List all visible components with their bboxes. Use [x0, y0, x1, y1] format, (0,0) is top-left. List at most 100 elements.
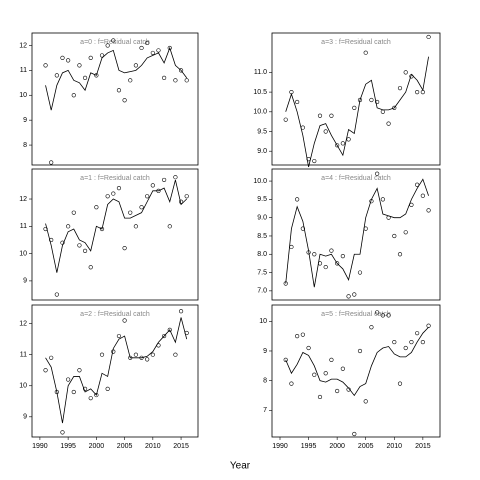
- data-point: [54, 73, 59, 78]
- data-point: [397, 86, 403, 91]
- y-tick-label: 10: [19, 250, 27, 257]
- data-point: [415, 331, 420, 336]
- data-point: [317, 394, 323, 400]
- y-tick-label: 10: [19, 92, 27, 99]
- panel: [271, 304, 441, 438]
- data-point: [150, 352, 155, 357]
- y-tick-label: 11: [20, 352, 27, 359]
- data-point: [116, 186, 122, 191]
- data-point: [312, 158, 317, 164]
- y-tick-label: 9: [23, 278, 27, 285]
- data-point: [88, 55, 93, 61]
- y-tick-label: 12: [19, 196, 27, 203]
- data-point: [340, 366, 345, 371]
- data-point: [88, 265, 93, 270]
- data-point: [340, 141, 345, 146]
- data-point: [289, 381, 294, 386]
- data-point: [178, 68, 184, 73]
- data-point: [111, 38, 116, 43]
- data-point: [409, 339, 414, 345]
- x-tick-label: 1990: [272, 443, 288, 450]
- fit-line: [285, 326, 429, 397]
- data-point: [357, 348, 363, 354]
- data-point: [380, 313, 385, 318]
- data-point: [295, 99, 300, 105]
- data-point: [335, 261, 340, 266]
- data-point: [375, 310, 380, 315]
- data-point: [162, 177, 167, 183]
- data-point: [133, 63, 138, 68]
- y-tick-label: 7: [263, 407, 267, 414]
- panel: [271, 168, 441, 301]
- y-tick-label: 9: [263, 348, 267, 355]
- panel: [271, 32, 441, 166]
- data-point: [71, 389, 76, 395]
- data-point: [94, 205, 99, 210]
- data-point: [116, 88, 122, 93]
- y-tick-label: 9.5: [257, 128, 267, 135]
- data-point: [340, 253, 345, 259]
- data-point: [145, 40, 150, 46]
- data-point: [317, 113, 323, 118]
- data-point: [392, 105, 397, 110]
- y-tick-label: 10.0: [253, 178, 267, 185]
- x-tick-label: 1995: [301, 443, 317, 450]
- data-point: [122, 246, 127, 251]
- y-tick-label: 10.0: [253, 109, 267, 116]
- y-tick-label: 9.5: [257, 196, 267, 203]
- data-point: [300, 332, 305, 337]
- y-tick-label: 11: [20, 223, 27, 230]
- fit-line: [285, 178, 429, 288]
- data-point: [346, 294, 351, 299]
- data-point: [167, 224, 172, 229]
- x-tick-label: 2000: [329, 443, 345, 450]
- data-point: [415, 90, 420, 95]
- data-point: [71, 210, 76, 215]
- data-point: [82, 386, 88, 391]
- data-point: [386, 313, 391, 318]
- data-point: [139, 45, 144, 51]
- data-point: [397, 381, 403, 386]
- x-axis-label: Year: [230, 461, 251, 472]
- data-point: [352, 292, 357, 297]
- data-point: [380, 197, 385, 202]
- data-point: [329, 113, 334, 118]
- data-point: [329, 248, 334, 253]
- data-point: [128, 78, 133, 83]
- fit-line: [45, 317, 188, 424]
- data-point: [173, 78, 178, 83]
- data-point: [60, 430, 65, 435]
- y-tick-label: 9: [23, 117, 27, 124]
- data-point: [397, 252, 403, 257]
- y-tick-label: 10.5: [253, 89, 267, 96]
- data-point: [77, 243, 82, 248]
- panel: [31, 304, 199, 438]
- x-tick-label: 1990: [32, 443, 48, 450]
- x-tick-label: 2010: [386, 443, 402, 450]
- data-point: [145, 357, 150, 362]
- data-point: [139, 205, 144, 210]
- data-point: [60, 55, 65, 61]
- data-point: [283, 357, 288, 362]
- data-point: [156, 48, 161, 53]
- data-point: [403, 230, 408, 235]
- data-point: [329, 357, 334, 362]
- data-point: [420, 193, 425, 198]
- data-point: [43, 368, 48, 373]
- x-tick-label: 2015: [415, 443, 431, 450]
- x-tick-label: 2000: [89, 443, 105, 450]
- x-tick-label: 2015: [173, 443, 189, 450]
- y-tick-label: 12: [19, 320, 27, 327]
- data-point: [111, 191, 116, 196]
- data-point: [122, 98, 127, 103]
- y-tick-label: 11.0: [254, 69, 267, 76]
- data-point: [150, 183, 155, 188]
- data-point: [375, 171, 380, 176]
- data-point: [105, 386, 110, 391]
- data-point: [420, 339, 425, 345]
- data-point: [415, 182, 420, 187]
- panel-title: a=5 : f=Residual catch: [321, 311, 391, 318]
- y-tick-label: 7.0: [257, 288, 267, 295]
- fit-line: [45, 46, 188, 111]
- data-point: [116, 333, 122, 339]
